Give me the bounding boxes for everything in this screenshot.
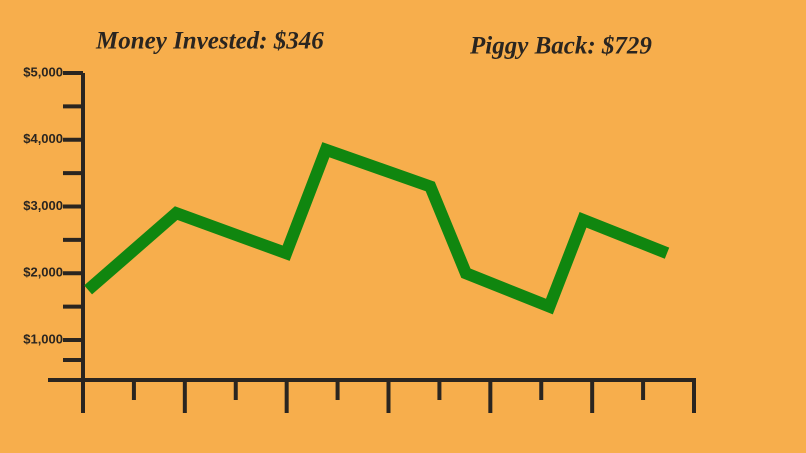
y-tick-label: $1,000: [23, 331, 63, 346]
annotation: Money Invested: $346: [95, 28, 324, 55]
annotation: Piggy Back: $729: [469, 33, 652, 60]
y-tick-label: $5,000: [23, 64, 63, 79]
y-tick-label: $3,000: [23, 198, 63, 213]
y-tick-label: $4,000: [23, 131, 63, 146]
y-tick-label: $2,000: [23, 265, 63, 280]
line-series: [84, 142, 670, 315]
